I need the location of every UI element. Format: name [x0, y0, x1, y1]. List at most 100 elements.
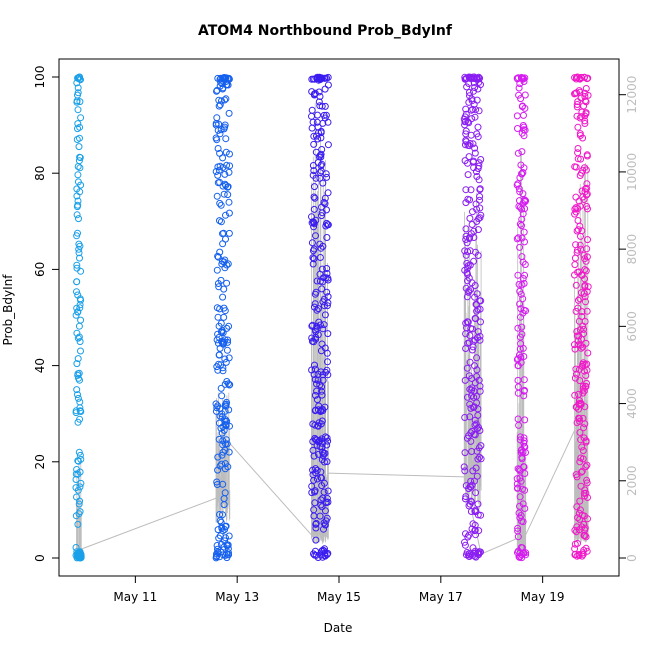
- data-point: [214, 526, 222, 534]
- plot-layer: [72, 73, 592, 562]
- data-point: [521, 74, 529, 82]
- data-point: [470, 100, 478, 108]
- x-tick-label: May 15: [317, 590, 361, 604]
- data-point: [464, 171, 472, 179]
- data-point: [571, 254, 579, 262]
- data-point: [513, 484, 521, 492]
- data-point: [515, 185, 523, 193]
- data-point: [216, 101, 224, 109]
- data-point: [225, 532, 233, 540]
- data-point: [74, 457, 82, 465]
- data-point: [324, 358, 331, 366]
- data-point: [516, 300, 524, 308]
- data-point: [315, 318, 323, 326]
- data-point: [519, 169, 527, 176]
- data-point: [215, 435, 223, 443]
- data-point: [515, 84, 523, 92]
- data-point: [74, 308, 82, 316]
- data-point: [461, 121, 469, 129]
- series-5: [513, 74, 530, 562]
- data-point: [312, 232, 319, 240]
- data-point: [473, 205, 481, 213]
- data-point: [516, 333, 524, 341]
- data-point: [321, 102, 329, 110]
- data-point: [574, 246, 581, 254]
- data-point: [468, 325, 476, 333]
- data-point: [473, 373, 481, 380]
- data-point: [324, 330, 332, 338]
- data-point: [514, 524, 522, 532]
- data-point: [319, 298, 327, 306]
- data-point: [75, 245, 83, 253]
- data-point: [518, 455, 526, 463]
- data-point: [462, 482, 470, 490]
- data-point: [223, 346, 231, 354]
- data-point: [217, 218, 225, 226]
- data-point: [583, 151, 591, 159]
- data-point: [473, 75, 481, 83]
- data-point: [583, 366, 591, 374]
- data-point: [462, 199, 470, 207]
- data-point: [477, 297, 485, 305]
- data-point: [577, 74, 585, 82]
- data-point: [516, 493, 524, 501]
- data-point: [519, 344, 527, 352]
- data-point: [214, 179, 222, 187]
- data-point: [573, 103, 581, 111]
- data-point: [576, 458, 584, 466]
- data-point: [74, 125, 81, 133]
- data-point: [309, 118, 317, 126]
- data-point: [462, 117, 469, 125]
- data-point: [321, 507, 329, 515]
- data-point: [216, 130, 224, 138]
- data-point: [312, 334, 320, 341]
- data-point: [311, 89, 319, 97]
- data-point: [584, 236, 591, 244]
- data-point: [520, 280, 528, 287]
- data-point: [578, 511, 586, 519]
- data-point: [584, 283, 592, 291]
- data-point: [310, 476, 318, 484]
- data-point: [576, 429, 584, 436]
- data-point: [75, 143, 83, 151]
- data-point: [576, 497, 584, 505]
- y-tick-label: 20: [33, 454, 47, 469]
- data-point: [468, 448, 476, 455]
- data-point: [219, 154, 227, 162]
- data-point: [75, 215, 82, 223]
- data-point: [518, 551, 526, 559]
- data-point: [76, 468, 84, 476]
- data-point: [514, 234, 522, 242]
- y2-tick-label: 0: [625, 554, 639, 562]
- data-point: [580, 520, 588, 528]
- data-point: [219, 293, 227, 301]
- data-point: [516, 345, 524, 353]
- data-point: [466, 233, 473, 241]
- data-point: [72, 311, 80, 319]
- data-point: [311, 361, 318, 369]
- data-point: [221, 537, 229, 545]
- data-point: [474, 226, 482, 234]
- data-point: [213, 336, 221, 344]
- data-point: [581, 89, 589, 97]
- data-point: [582, 463, 590, 471]
- data-point: [312, 288, 320, 296]
- data-point: [582, 372, 590, 379]
- data-point: [73, 192, 81, 200]
- data-point: [74, 391, 81, 399]
- data-point: [580, 289, 588, 297]
- data-point: [222, 95, 230, 103]
- data-point: [470, 234, 478, 241]
- data-point: [221, 380, 229, 388]
- data-point: [576, 202, 584, 210]
- data-point: [577, 482, 585, 490]
- data-point: [583, 307, 591, 315]
- data-point: [515, 91, 523, 99]
- data-point: [226, 162, 234, 170]
- data-point: [217, 74, 225, 82]
- data-point: [313, 466, 321, 474]
- data-point: [219, 480, 227, 488]
- data-point: [579, 360, 587, 368]
- data-point: [308, 219, 316, 227]
- data-point: [575, 397, 583, 405]
